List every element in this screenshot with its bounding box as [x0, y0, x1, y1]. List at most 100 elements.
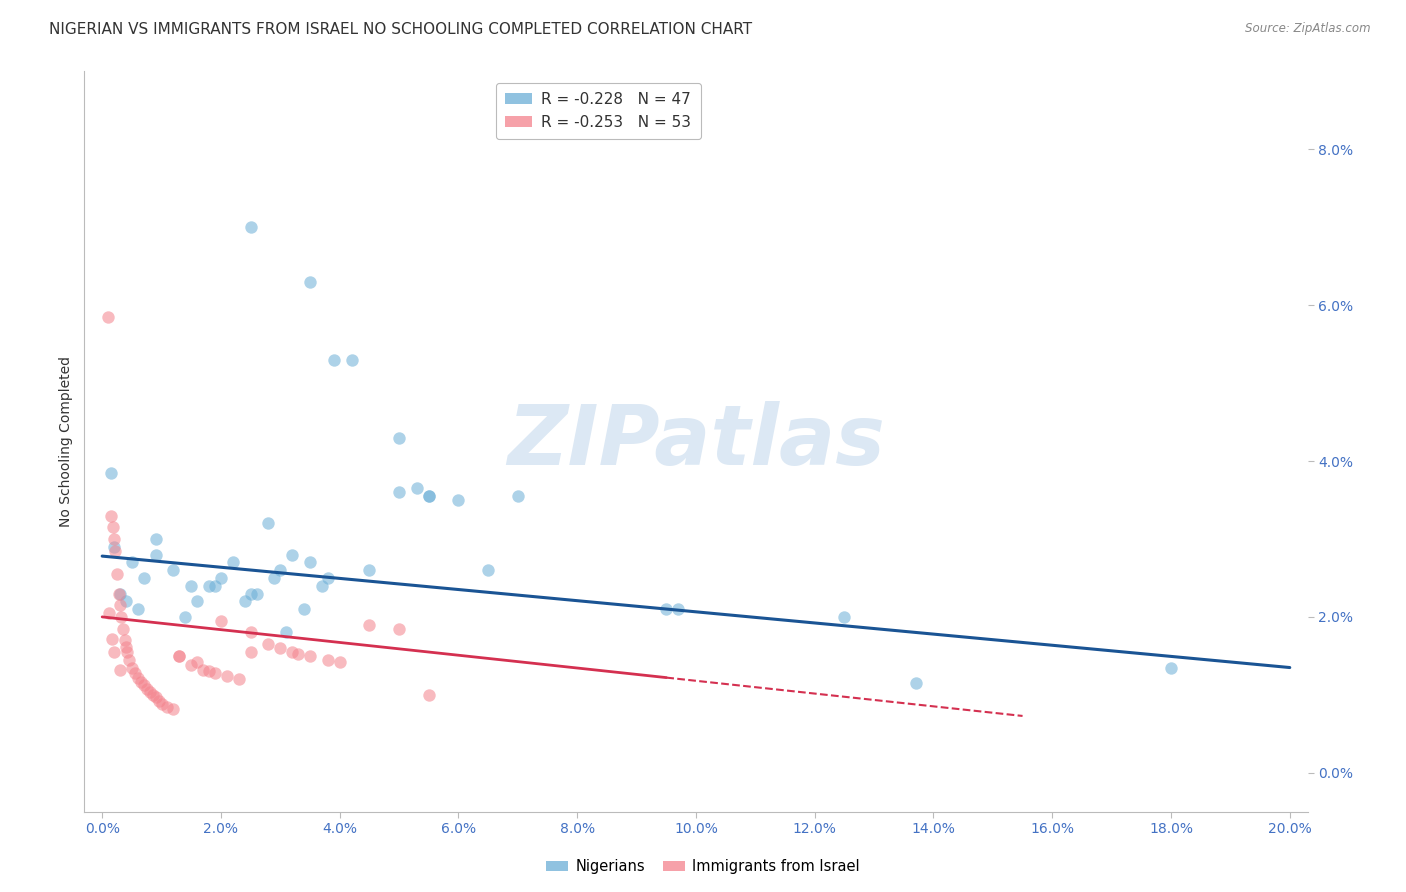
Point	[257, 637, 280, 651]
Point	[418, 489, 440, 503]
Point	[316, 571, 339, 585]
Point	[233, 594, 256, 608]
Point	[209, 571, 232, 585]
Point	[447, 493, 470, 508]
Point	[239, 625, 262, 640]
Point	[322, 352, 344, 367]
Text: Source: ZipAtlas.com: Source: ZipAtlas.com	[1246, 22, 1371, 36]
Text: ZIPatlas: ZIPatlas	[508, 401, 884, 482]
Point	[111, 622, 134, 636]
Point	[186, 655, 208, 669]
Point	[359, 617, 381, 632]
Point	[239, 220, 262, 235]
Point	[228, 672, 250, 686]
Legend: R = -0.228   N = 47, R = -0.253   N = 53: R = -0.228 N = 47, R = -0.253 N = 53	[495, 83, 700, 138]
Point	[129, 674, 152, 689]
Point	[98, 606, 121, 620]
Point	[239, 586, 262, 600]
Point	[292, 602, 315, 616]
Point	[186, 594, 208, 608]
Point	[281, 645, 304, 659]
Point	[138, 684, 160, 698]
Point	[215, 669, 238, 683]
Point	[298, 555, 321, 569]
Point	[169, 648, 191, 663]
Point	[298, 648, 321, 663]
Point	[180, 658, 202, 673]
Point	[115, 594, 138, 608]
Point	[135, 681, 157, 696]
Y-axis label: No Schooling Completed: No Schooling Completed	[59, 356, 73, 527]
Point	[222, 555, 245, 569]
Point	[101, 520, 124, 534]
Point	[198, 579, 221, 593]
Point	[115, 640, 138, 654]
Point	[406, 481, 429, 495]
Point	[156, 699, 179, 714]
Point	[174, 610, 197, 624]
Point	[127, 671, 149, 685]
Point	[257, 516, 280, 531]
Point	[316, 653, 339, 667]
Point	[388, 485, 411, 500]
Point	[834, 610, 856, 624]
Point	[655, 602, 678, 616]
Point	[1160, 660, 1182, 674]
Point	[100, 466, 122, 480]
Point	[245, 586, 267, 600]
Point	[132, 571, 155, 585]
Point	[180, 579, 202, 593]
Point	[340, 352, 363, 367]
Point	[132, 678, 155, 692]
Point	[108, 586, 131, 600]
Point	[121, 555, 143, 569]
Point	[121, 660, 143, 674]
Point	[103, 645, 125, 659]
Point	[103, 532, 125, 546]
Point	[162, 563, 184, 577]
Point	[145, 548, 167, 562]
Point	[281, 548, 304, 562]
Point	[666, 602, 689, 616]
Point	[311, 579, 333, 593]
Point	[239, 645, 262, 659]
Point	[276, 625, 298, 640]
Point	[110, 610, 132, 624]
Point	[204, 665, 226, 680]
Point	[104, 543, 127, 558]
Point	[108, 663, 131, 677]
Point	[150, 697, 173, 711]
Legend: Nigerians, Immigrants from Israel: Nigerians, Immigrants from Israel	[541, 854, 865, 880]
Point	[269, 563, 291, 577]
Point	[105, 567, 128, 582]
Point	[198, 665, 221, 679]
Point	[263, 571, 285, 585]
Point	[506, 489, 529, 503]
Point	[148, 694, 170, 708]
Point	[124, 665, 146, 680]
Point	[100, 508, 122, 523]
Point	[114, 633, 136, 648]
Point	[269, 641, 291, 656]
Point	[209, 614, 232, 628]
Point	[103, 540, 125, 554]
Point	[145, 532, 167, 546]
Point	[287, 648, 309, 662]
Point	[100, 632, 122, 646]
Point	[115, 645, 138, 659]
Point	[118, 653, 141, 667]
Point	[97, 310, 120, 324]
Point	[329, 655, 352, 669]
Point	[418, 688, 440, 702]
Point	[145, 690, 167, 705]
Point	[298, 275, 321, 289]
Point	[359, 563, 381, 577]
Point	[388, 622, 411, 636]
Point	[904, 676, 927, 690]
Point	[388, 431, 411, 445]
Point	[142, 688, 165, 702]
Point	[127, 602, 149, 616]
Text: NIGERIAN VS IMMIGRANTS FROM ISRAEL NO SCHOOLING COMPLETED CORRELATION CHART: NIGERIAN VS IMMIGRANTS FROM ISRAEL NO SC…	[49, 22, 752, 37]
Point	[418, 489, 440, 503]
Point	[204, 579, 226, 593]
